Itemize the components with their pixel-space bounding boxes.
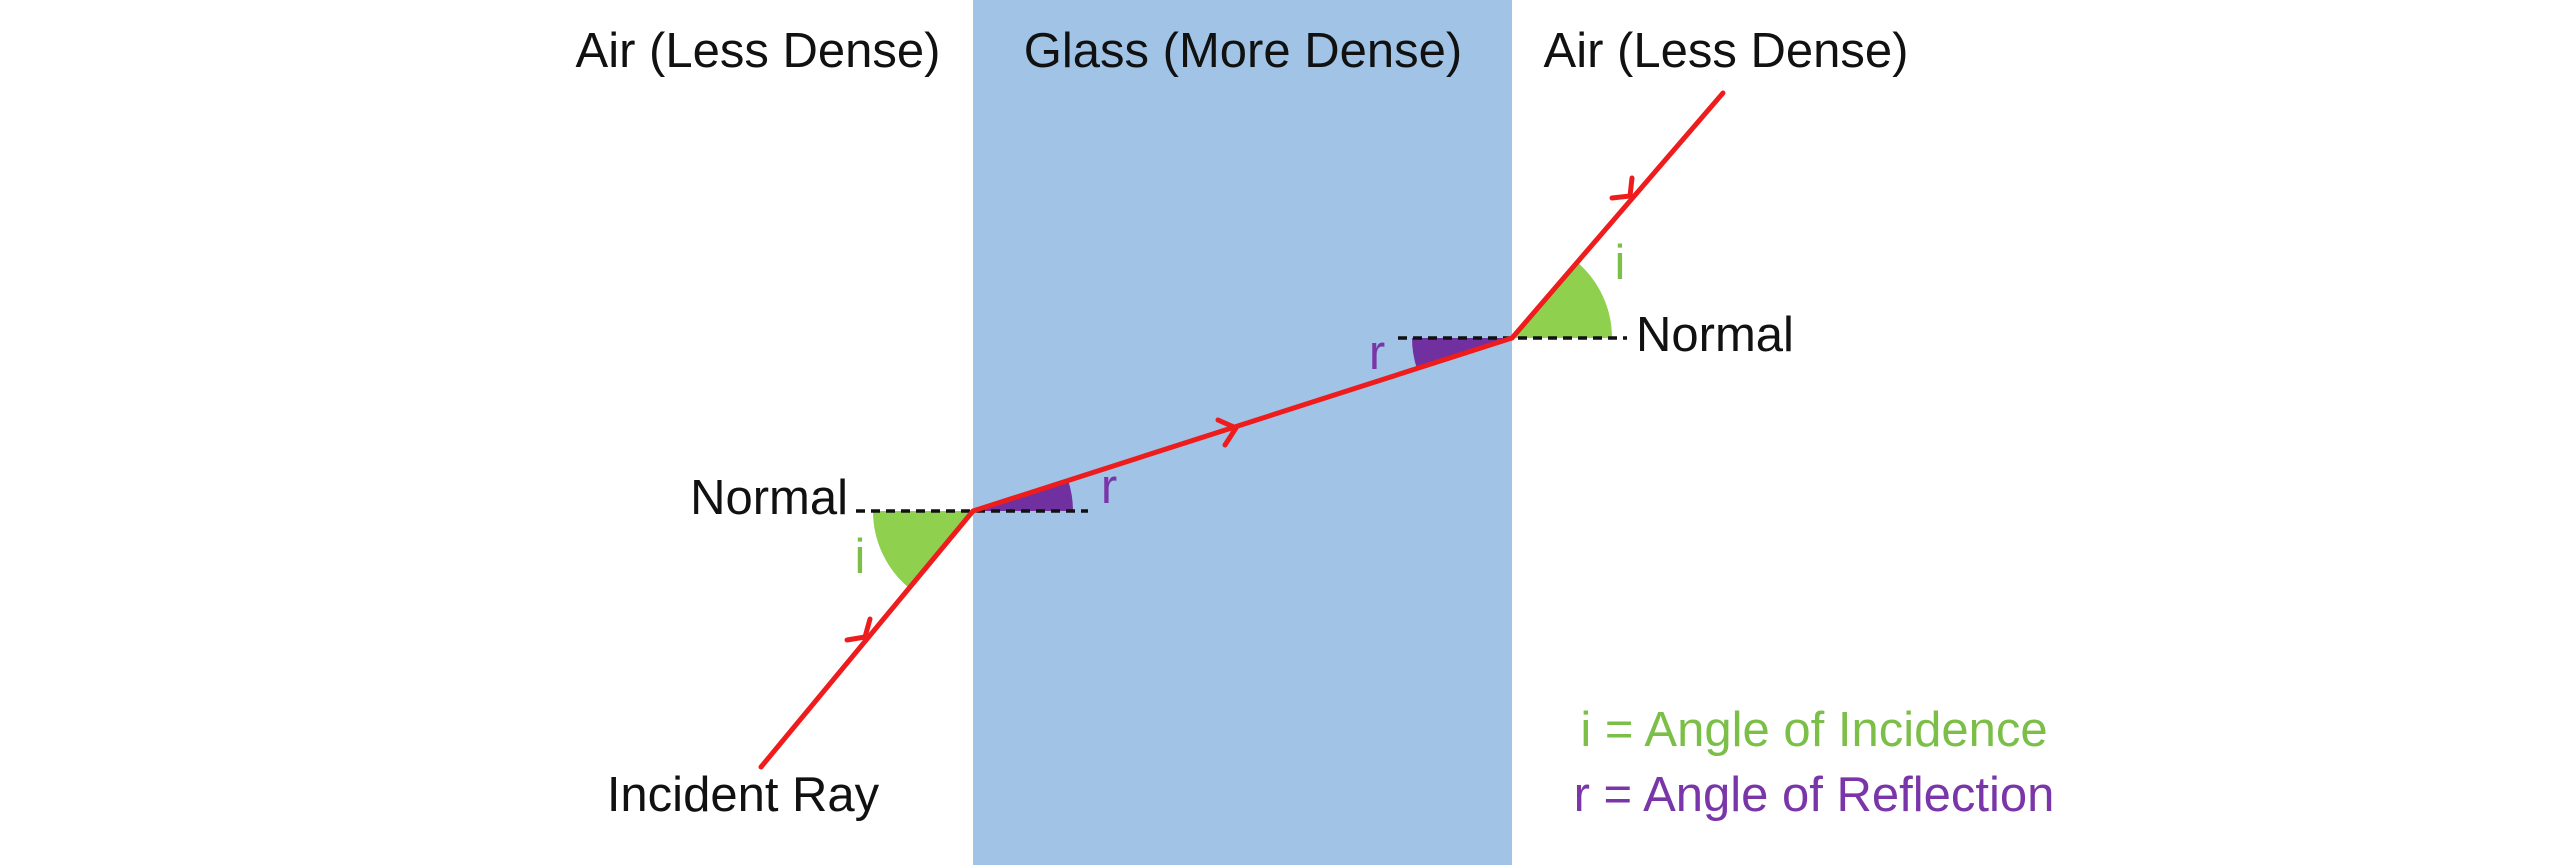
angle-wedge <box>872 511 973 588</box>
ray-arrow <box>1609 175 1635 201</box>
legend-entry: r = Angle of Reflection <box>1574 768 2055 822</box>
legend-entry: i = Angle of Incidence <box>1580 703 2047 757</box>
normal-label: Normal <box>690 471 848 525</box>
normal-label: Normal <box>1636 308 1794 362</box>
ray-arrow <box>1215 417 1240 448</box>
ray-arrow <box>844 616 873 643</box>
medium-label: Air (Less Dense) <box>1544 24 1909 78</box>
medium-label: Air (Less Dense) <box>576 24 941 78</box>
angle-label: r <box>1369 326 1385 380</box>
medium-label: Glass (More Dense) <box>1024 24 1462 78</box>
angle-label: i <box>1615 236 1626 290</box>
angle-wedge <box>1512 262 1612 338</box>
angle-label: r <box>1101 460 1117 514</box>
angle-label: i <box>855 530 866 584</box>
glass-block <box>973 0 1512 865</box>
ray-label: Incident Ray <box>607 768 880 822</box>
